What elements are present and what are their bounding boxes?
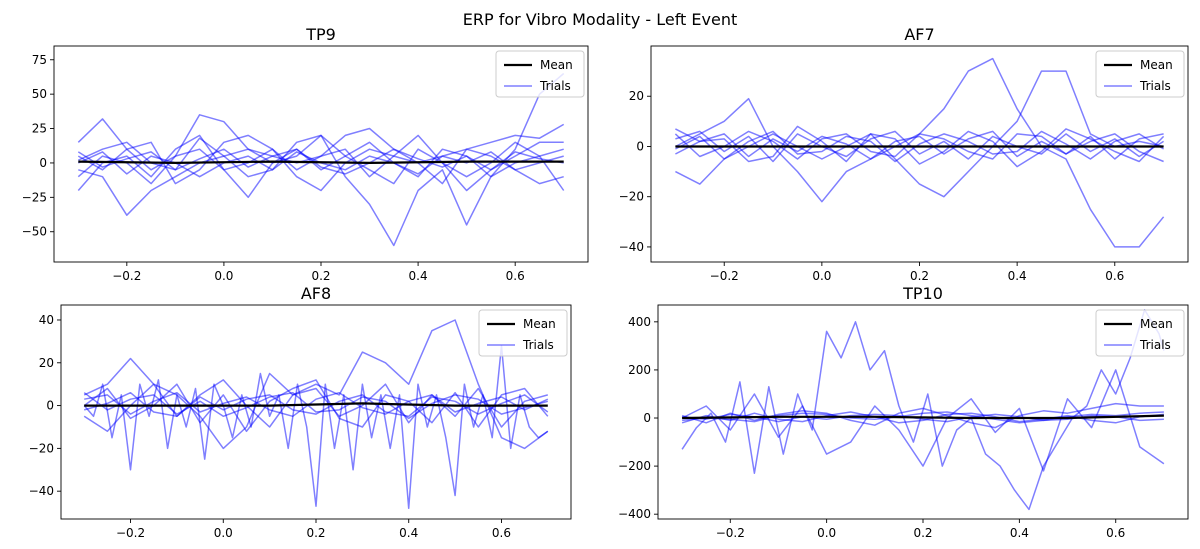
legend-label-trials: Trials xyxy=(1139,338,1171,352)
y-tick-label: 75 xyxy=(32,53,47,67)
trial-line-2 xyxy=(83,319,549,450)
legend: Mean Trials xyxy=(1095,309,1185,357)
x-tick-label: −0.2 xyxy=(710,269,739,283)
trial-line-4 xyxy=(675,130,1164,160)
y-tick-label: 0 xyxy=(46,399,54,413)
x-tick-label: 0.0 xyxy=(214,526,233,540)
trial-line-1 xyxy=(675,57,1165,248)
x-tick-label: 0.4 xyxy=(1008,269,1027,283)
subplot-title: TP10 xyxy=(902,284,943,303)
x-tick-label: 0.4 xyxy=(399,526,418,540)
y-tick-label: 40 xyxy=(39,313,54,327)
subplot-af8: AF8 −0.2 0.0 0.2 0.4 0.6 −40 −20 0 20 40 Mean Trials xyxy=(29,284,572,540)
trial-line-7 xyxy=(675,125,1165,168)
legend-label-mean: Mean xyxy=(540,58,573,72)
trial-line-1 xyxy=(681,309,1165,511)
series-group xyxy=(681,309,1165,511)
x-tick-label: 0.0 xyxy=(812,269,831,283)
x-tick-label: −0.2 xyxy=(716,526,745,540)
legend: Mean Trials xyxy=(1095,50,1185,98)
x-tick-label: 0.6 xyxy=(1105,269,1124,283)
trial-line-6 xyxy=(675,130,1164,163)
y-tick-label: −50 xyxy=(22,225,47,239)
y-tick-label: −20 xyxy=(29,441,54,455)
subplot-tp9: TP9 −0.2 0.0 0.2 0.4 0.6 −50 −25 0 25 50 75 Mean Tria… xyxy=(22,25,589,283)
trial-line-2 xyxy=(78,72,565,247)
subplot-title: AF7 xyxy=(904,25,934,44)
y-tick-label: 0 xyxy=(636,139,644,153)
legend-label-trials: Trials xyxy=(539,79,571,93)
x-tick-label: 0.2 xyxy=(913,526,932,540)
x-tick-label: −0.2 xyxy=(116,526,145,540)
x-tick-label: 0.2 xyxy=(910,269,929,283)
subplot-title: AF8 xyxy=(301,284,331,303)
y-tick-label: 0 xyxy=(643,411,651,425)
y-tick-label: 0 xyxy=(39,156,47,170)
legend: Mean Trials xyxy=(495,50,585,98)
series-group xyxy=(77,72,565,247)
y-tick-label: −40 xyxy=(619,240,644,254)
mean-line xyxy=(682,414,1164,420)
y-tick-label: 200 xyxy=(628,363,651,377)
mean-line xyxy=(78,160,564,164)
trial-line-1 xyxy=(83,344,549,510)
x-tick-label: 0.6 xyxy=(506,269,525,283)
y-tick-label: 20 xyxy=(39,356,54,370)
legend-label-trials: Trials xyxy=(522,338,554,352)
series-group xyxy=(674,57,1165,248)
x-tick-label: 0.2 xyxy=(311,269,330,283)
trial-line-3 xyxy=(77,134,565,199)
x-tick-label: 0.6 xyxy=(492,526,511,540)
x-tick-label: 0.0 xyxy=(214,269,233,283)
y-tick-label: 50 xyxy=(32,87,47,101)
legend-label-mean: Mean xyxy=(1140,58,1173,72)
subplot-af7: AF7 −0.2 0.0 0.2 0.4 0.6 −40 −20 0 20 Mean Trials xyxy=(619,25,1189,283)
legend-label-trials: Trials xyxy=(1139,79,1171,93)
trial-line-4 xyxy=(77,134,564,192)
trial-line-1 xyxy=(77,114,565,171)
y-tick-label: 25 xyxy=(32,122,47,136)
subplot-tp10: TP10 −0.2 0.0 0.2 0.4 0.6 −400 −200 0 200 400 Mean T… xyxy=(618,284,1189,540)
y-tick-label: −20 xyxy=(619,190,644,204)
y-tick-label: 20 xyxy=(629,89,644,103)
trial-line-2 xyxy=(675,70,1164,198)
x-tick-label: 0.2 xyxy=(306,526,325,540)
x-tick-label: 0.6 xyxy=(1106,526,1125,540)
legend: Mean Trials xyxy=(478,309,568,357)
figure-title: ERP for Vibro Modality - Left Event xyxy=(463,10,738,29)
legend-label-mean: Mean xyxy=(1140,317,1173,331)
x-tick-label: 0.4 xyxy=(1010,526,1029,540)
legend-label-mean: Mean xyxy=(523,317,556,331)
x-tick-label: −0.2 xyxy=(112,269,141,283)
x-tick-label: 0.4 xyxy=(409,269,428,283)
x-tick-label: 0.0 xyxy=(817,526,836,540)
y-tick-label: −400 xyxy=(618,507,651,521)
subplot-title: TP9 xyxy=(305,25,336,44)
y-tick-label: −200 xyxy=(618,459,651,473)
mean-line xyxy=(84,402,548,407)
y-tick-label: −40 xyxy=(29,484,54,498)
y-tick-label: −25 xyxy=(22,190,47,204)
series-group xyxy=(83,319,549,510)
trial-line-3 xyxy=(83,379,548,433)
trial-line-6 xyxy=(682,411,1164,424)
y-tick-label: 400 xyxy=(628,315,651,329)
